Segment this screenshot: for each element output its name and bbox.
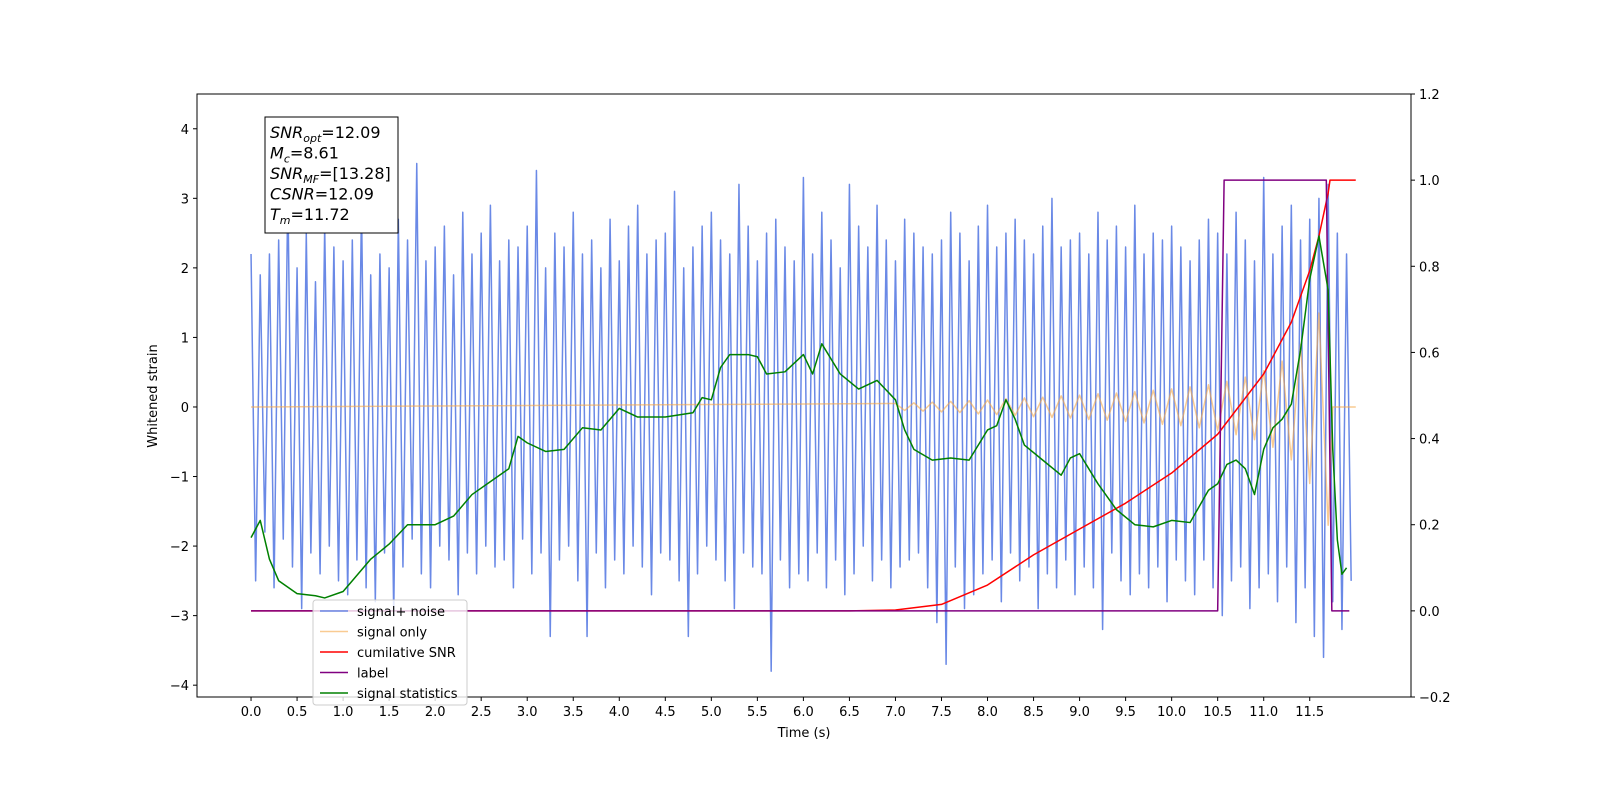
y-tick-label: −2 [170,540,189,555]
x-tick-label: 2.5 [471,705,492,720]
legend-label: cumilative SNR [357,646,456,661]
x-tick-label: 0.0 [241,705,262,720]
y2-tick-label: 0.4 [1419,433,1440,448]
series-line [250,235,1348,599]
annotation-frame [264,116,399,234]
annotation-symbol: CSNR [270,185,315,204]
y-tick-label: −3 [170,610,189,625]
x-tick-label: 10.0 [1157,705,1186,720]
annotation-line: CSNR=12.09 [270,185,374,204]
y2-tick-label: 0.2 [1419,519,1440,534]
legend-frame [312,599,468,706]
x-tick-label: 9.0 [1069,705,1090,720]
y2-tick-label: 0.0 [1419,605,1440,620]
annotation-value: =12.09 [321,123,380,142]
y-tick-label: 3 [181,192,189,207]
y-tick-label: −4 [170,679,189,694]
annotation-value: =11.72 [291,205,350,224]
x-axis-label: Time (s) [777,726,831,741]
annotation-value: =8.61 [290,144,339,163]
annotation-symbol: T [270,205,281,224]
annotation-symbol: SNR [270,123,303,142]
annotation-value: =12.09 [315,185,374,204]
y2-tick-label: 1.2 [1419,88,1440,103]
x-tick-label: 3.5 [563,705,584,720]
series-line [251,179,1350,612]
annotation-subscript: c [284,153,290,166]
x-tick-label: 6.0 [793,705,814,720]
y2-tick-label: 0.8 [1419,260,1440,275]
x-tick-label: 11.0 [1249,705,1278,720]
x-tick-label: 8.5 [1023,705,1044,720]
annotation-symbol: SNR [270,164,303,183]
annotation-box: SNRopt=12.09Mc=8.61SNRMF=[13.28]CSNR=12.… [264,116,399,234]
x-tick-label: 7.5 [931,705,952,720]
x-tick-label: 8.0 [977,705,998,720]
x-tick-label: 1.5 [379,705,400,720]
x-tick-label: 5.0 [701,705,722,720]
x-tick-label: 11.5 [1295,705,1324,720]
y-tick-label: 2 [181,262,189,277]
y2-tick-label: −0.2 [1419,691,1451,706]
legend-label: signal statistics [357,687,458,702]
x-tick-label: 0.5 [287,705,308,720]
x-tick-label: 1.0 [333,705,354,720]
legend-label: label [357,667,388,682]
annotation-line: Mc=8.61 [270,144,339,166]
legend: signal+ noise signal only cumilative SNR la… [312,599,468,706]
ticks: 0.0 0.5 1.0 1.5 2.0 2.5 3.0 3.5 4.0 4.5 5.0 5.5 6.0 6… [170,88,1451,720]
y2-tick-label: 0.6 [1419,346,1440,361]
series-line [250,162,1352,673]
axes-frame [196,93,1412,698]
x-tick-label: 10.5 [1203,705,1232,720]
legend-label: signal+ noise [357,605,445,620]
annotation-subscript: MF [303,173,319,186]
x-tick-label: 6.5 [839,705,860,720]
x-tick-label: 4.5 [655,705,676,720]
y-tick-label: 0 [181,401,189,416]
annotation-symbol: M [270,144,284,163]
annotation-subscript: opt [303,132,322,145]
x-tick-label: 4.0 [609,705,630,720]
annotation-line: SNRMF=[13.28] [270,164,391,186]
y2-tick-label: 1.0 [1419,174,1440,189]
x-tick-label: 2.0 [425,705,446,720]
annotation-line: SNRopt=12.09 [270,123,381,145]
plot-lines [250,162,1356,673]
x-tick-label: 5.5 [747,705,768,720]
legend-label: signal only [357,626,427,641]
y-tick-label: 1 [181,331,189,346]
x-tick-label: 9.5 [1115,705,1136,720]
x-tick-label: 3.0 [517,705,538,720]
x-tick-label: 7.0 [885,705,906,720]
y-tick-label: −1 [170,471,189,486]
series-line [251,312,1356,526]
y-axis-label: Whitened strain [146,344,161,447]
y-tick-label: 4 [181,123,189,138]
annotation-line: Tm=11.72 [270,205,350,227]
annotation-value: =[13.28] [319,164,391,183]
annotation-subscript: m [280,214,291,227]
series-line [251,179,1356,612]
